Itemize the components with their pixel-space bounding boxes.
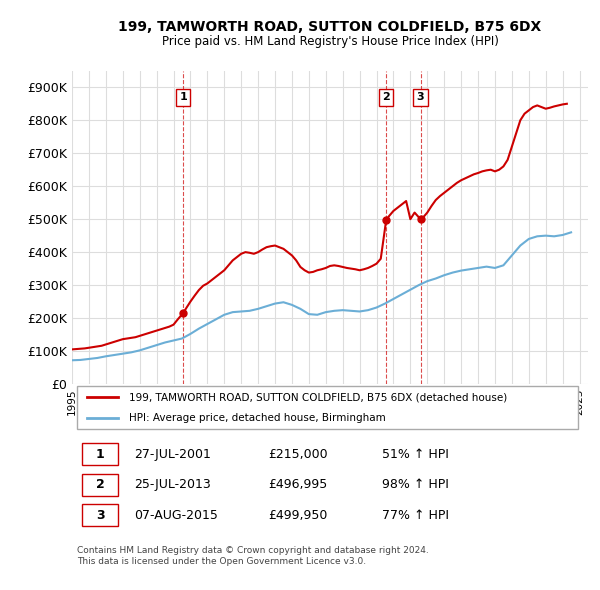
Text: £215,000: £215,000: [268, 447, 328, 461]
Text: 1: 1: [96, 447, 105, 461]
Text: 199, TAMWORTH ROAD, SUTTON COLDFIELD, B75 6DX (detached house): 199, TAMWORTH ROAD, SUTTON COLDFIELD, B7…: [129, 392, 507, 402]
FancyBboxPatch shape: [82, 443, 118, 465]
Text: 77% ↑ HPI: 77% ↑ HPI: [382, 509, 449, 522]
Text: 07-AUG-2015: 07-AUG-2015: [134, 509, 218, 522]
FancyBboxPatch shape: [77, 386, 578, 429]
Text: 2: 2: [96, 478, 105, 491]
Text: HPI: Average price, detached house, Birmingham: HPI: Average price, detached house, Birm…: [129, 413, 386, 423]
Text: 3: 3: [96, 509, 104, 522]
FancyBboxPatch shape: [82, 504, 118, 526]
Text: 25-JUL-2013: 25-JUL-2013: [134, 478, 211, 491]
FancyBboxPatch shape: [82, 474, 118, 496]
Text: £496,995: £496,995: [268, 478, 328, 491]
Text: 98% ↑ HPI: 98% ↑ HPI: [382, 478, 448, 491]
Text: 2: 2: [382, 92, 390, 102]
Text: 27-JUL-2001: 27-JUL-2001: [134, 447, 211, 461]
Text: 1: 1: [179, 92, 187, 102]
Text: £499,950: £499,950: [268, 509, 328, 522]
Text: 3: 3: [416, 92, 424, 102]
Text: 199, TAMWORTH ROAD, SUTTON COLDFIELD, B75 6DX: 199, TAMWORTH ROAD, SUTTON COLDFIELD, B7…: [118, 19, 542, 34]
Text: Price paid vs. HM Land Registry's House Price Index (HPI): Price paid vs. HM Land Registry's House …: [161, 35, 499, 48]
Text: Contains HM Land Registry data © Crown copyright and database right 2024.
This d: Contains HM Land Registry data © Crown c…: [77, 546, 429, 566]
Text: 51% ↑ HPI: 51% ↑ HPI: [382, 447, 448, 461]
